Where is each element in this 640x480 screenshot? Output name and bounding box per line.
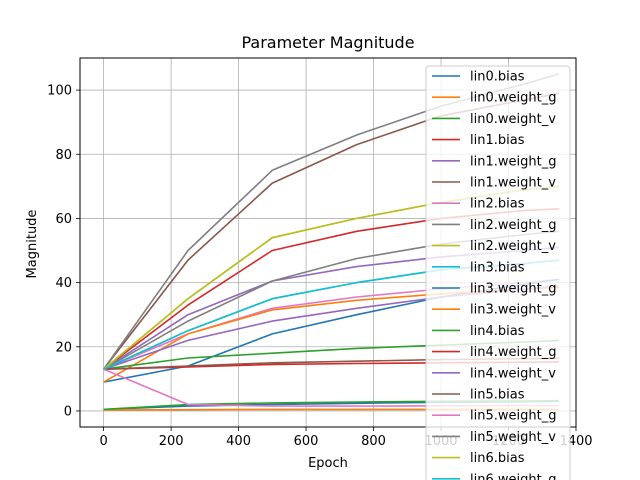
y-tick-label: 20 <box>55 340 72 355</box>
legend-entry-label: lin5.weight_g <box>470 409 556 424</box>
legend-entry-label: lin2.bias <box>470 197 525 212</box>
y-tick-label: 40 <box>55 276 72 291</box>
x-axis-label: Epoch <box>308 456 348 471</box>
legend-entry-label: lin6.weight_g <box>470 472 556 480</box>
y-tick-label: 60 <box>55 212 72 227</box>
legend-entry-label: lin4.bias <box>470 324 525 339</box>
legend-entry-label: lin4.weight_v <box>470 366 556 381</box>
x-tick-label: 600 <box>294 434 319 449</box>
legend-box <box>425 65 571 480</box>
legend-entry-label: lin6.bias <box>470 451 525 466</box>
legend-entry-label: lin4.weight_g <box>470 345 556 360</box>
legend: lin0.bias lin0.weight_g lin0.weight_v lin1.… <box>425 65 571 480</box>
x-tick-label: 0 <box>99 434 107 449</box>
legend-entry-label: lin5.bias <box>470 388 525 403</box>
y-tick-label: 80 <box>55 148 72 163</box>
legend-entry-label: lin1.weight_g <box>470 154 556 169</box>
y-tick-label: 0 <box>64 404 72 419</box>
legend-entry-label: lin5.weight_v <box>470 430 556 445</box>
legend-entry-label: lin2.weight_g <box>470 218 556 233</box>
plot-frame <box>79 57 577 428</box>
x-tick-label: 400 <box>226 434 251 449</box>
legend-entry-label: lin3.weight_v <box>470 303 556 318</box>
legend-entry-label: lin0.weight_g <box>470 91 556 106</box>
y-tick-label: 100 <box>47 84 72 99</box>
y-axis-label: Magnitude <box>25 210 40 279</box>
x-tick-label: 200 <box>159 434 184 449</box>
chart-title: Parameter Magnitude <box>241 33 414 52</box>
legend-entry-label: lin1.weight_v <box>470 176 556 191</box>
legend-entry-label: lin0.weight_v <box>470 112 556 127</box>
legend-entry-label: lin1.bias <box>470 133 525 148</box>
legend-entry-label: lin2.weight_v <box>470 239 556 254</box>
legend-entry-label: lin3.weight_g <box>470 282 556 297</box>
legend-entry-label: lin0.bias <box>470 70 525 85</box>
legend-entry-label: lin3.bias <box>470 260 525 275</box>
x-tick-label: 800 <box>361 434 386 449</box>
